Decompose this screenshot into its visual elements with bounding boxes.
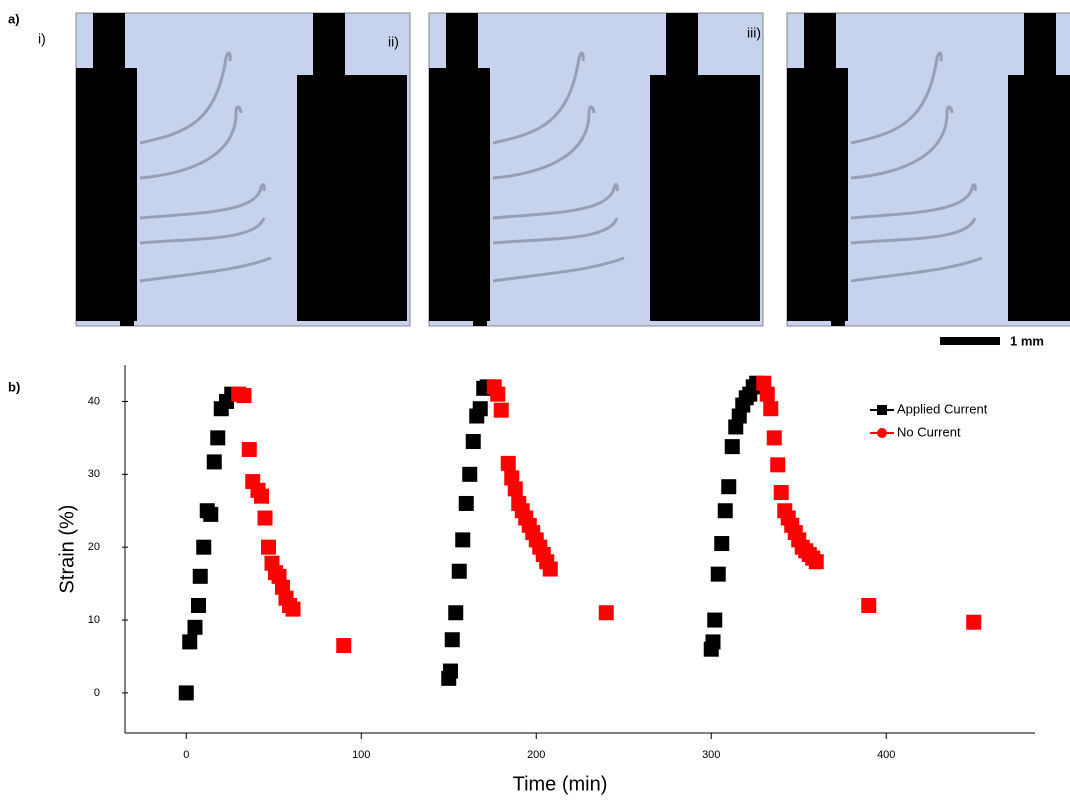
point — [443, 663, 458, 679]
point — [705, 634, 721, 650]
point — [210, 430, 226, 446]
y-tick-label: 10 — [88, 614, 100, 626]
point — [714, 536, 730, 552]
point — [542, 561, 558, 577]
point — [203, 506, 219, 522]
scale-bar — [940, 337, 1000, 345]
y-axis-label: Strain (%) — [56, 505, 78, 594]
image-label: i) — [38, 31, 46, 47]
point — [763, 401, 779, 417]
point — [261, 539, 276, 555]
x-tick-label: 400 — [877, 749, 895, 761]
point — [724, 439, 740, 455]
point — [507, 481, 523, 497]
point — [191, 597, 206, 613]
point — [236, 388, 252, 404]
x-tick-label: 100 — [352, 749, 370, 761]
legend-label: No Current — [897, 424, 961, 439]
y-tick-label: 20 — [88, 541, 100, 553]
point — [759, 386, 775, 402]
point — [458, 495, 474, 511]
y-tick-label: 30 — [88, 468, 100, 480]
panel-label: a) — [8, 11, 20, 26]
point — [710, 566, 726, 582]
point — [241, 442, 257, 458]
point — [455, 532, 471, 548]
scale-bar-label: 1 mm — [1010, 333, 1044, 348]
point — [257, 510, 273, 526]
x-tick-label: 200 — [527, 749, 545, 761]
legend-label: Applied Current — [897, 401, 988, 416]
x-axis-label: Time (min) — [513, 773, 608, 795]
y-tick-label: 40 — [88, 395, 100, 407]
photo — [785, 11, 1070, 328]
point — [861, 597, 877, 613]
point — [448, 605, 464, 621]
point — [770, 457, 786, 473]
point — [493, 402, 509, 418]
photo — [427, 11, 765, 328]
point — [254, 488, 269, 504]
point — [721, 479, 737, 495]
x-tick-label: 0 — [183, 749, 189, 761]
point — [490, 386, 506, 402]
point — [451, 563, 467, 579]
panel-label: b) — [8, 379, 20, 394]
point — [465, 434, 481, 450]
image-label: ii) — [388, 34, 399, 50]
y-tick-label: 0 — [94, 687, 100, 699]
point — [717, 503, 733, 519]
point — [773, 485, 789, 501]
point — [966, 614, 982, 630]
point — [808, 554, 824, 570]
point — [766, 430, 782, 446]
point — [182, 634, 198, 650]
point — [192, 568, 208, 584]
photo — [74, 11, 412, 328]
point — [196, 539, 212, 555]
point — [598, 605, 614, 621]
x-tick-label: 300 — [702, 749, 720, 761]
legend-marker — [877, 428, 887, 438]
point — [285, 601, 301, 617]
point — [444, 632, 460, 648]
point — [462, 466, 478, 482]
point — [206, 454, 222, 470]
point — [336, 638, 352, 654]
image-label: iii) — [747, 25, 761, 41]
point — [500, 455, 516, 471]
point — [707, 612, 723, 628]
point — [178, 685, 194, 701]
point — [187, 619, 203, 635]
legend-marker — [877, 405, 887, 415]
point — [472, 401, 488, 417]
